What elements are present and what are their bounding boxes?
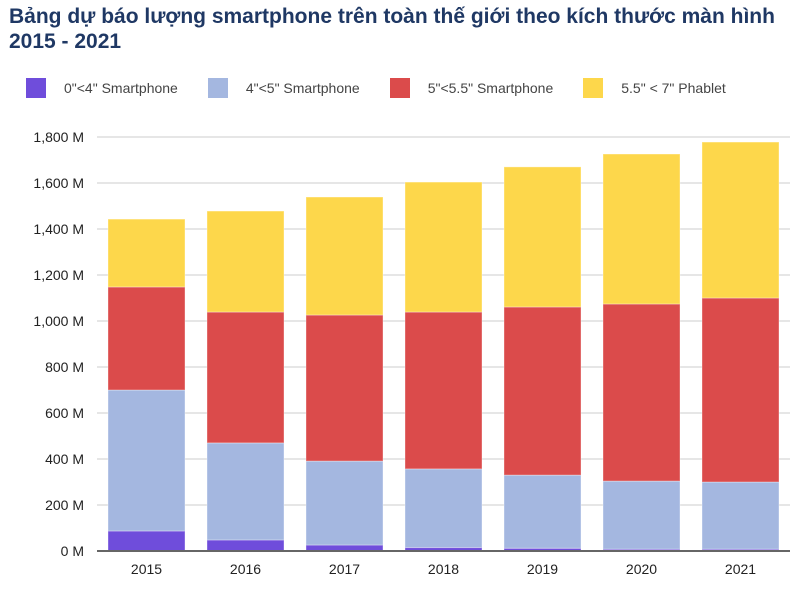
bar-segment: [206, 539, 285, 552]
legend-item: 5.5" < 7" Phablet: [583, 78, 726, 98]
x-tick-label: 2020: [626, 561, 657, 577]
bar-segment: [701, 297, 780, 483]
x-tick-label: 2016: [230, 561, 261, 577]
bar-segment: [206, 442, 285, 541]
bar-segment: [404, 311, 483, 470]
bar-segment: [107, 286, 186, 391]
legend-label: 5"<5.5" Smartphone: [427, 80, 554, 96]
bar-segment: [602, 303, 681, 482]
legend-label: 4"<5" Smartphone: [245, 80, 360, 96]
bar-segment: [404, 181, 483, 313]
legend-label: 0"<4" Smartphone: [64, 80, 178, 96]
x-tick-label: 2019: [527, 561, 558, 577]
y-tick-label: 1,400 M: [33, 221, 84, 237]
x-tick-label: 2021: [725, 561, 756, 577]
y-tick-label: 400 M: [45, 451, 84, 467]
legend-swatch: [389, 78, 410, 98]
legend-label: 5.5" < 7" Phablet: [621, 80, 726, 96]
x-tick-label: 2017: [329, 561, 360, 577]
legend-swatch: [207, 78, 228, 98]
y-tick-label: 200 M: [45, 497, 84, 513]
y-tick-label: 1,200 M: [33, 267, 84, 283]
y-tick-label: 1,000 M: [33, 313, 84, 329]
bar-segment: [602, 480, 681, 550]
bar-segment: [305, 314, 384, 462]
legend-swatch: [583, 78, 604, 98]
y-tick-label: 1,800 M: [33, 129, 84, 145]
legend-item: 0"<4" Smartphone: [26, 78, 178, 98]
y-tick-label: 800 M: [45, 359, 84, 375]
y-tick-label: 600 M: [45, 405, 84, 421]
legend-item: 4"<5" Smartphone: [207, 78, 360, 98]
legend-swatch: [26, 78, 46, 98]
chart-title: Bảng dự báo lượng smartphone trên toàn t…: [9, 5, 775, 53]
bar-segment: [305, 196, 384, 316]
bar-segment: [503, 474, 582, 549]
bar-segment: [206, 311, 285, 444]
bar-segment: [107, 530, 186, 552]
y-tick-label: 1,600 M: [33, 175, 84, 191]
x-tick-label: 2015: [131, 561, 162, 577]
x-tick-label: 2018: [428, 561, 459, 577]
bar-segment: [503, 166, 582, 308]
bar-segment: [503, 306, 582, 476]
legend-item: 5"<5.5" Smartphone: [389, 78, 554, 98]
bar-segment: [404, 468, 483, 549]
bar-segment: [206, 210, 285, 313]
bar-segment: [701, 141, 780, 299]
bar-segment: [602, 153, 681, 305]
bar-segment: [701, 481, 780, 550]
bar-segment: [107, 389, 186, 532]
legend: 0"<4" Smartphone 4"<5" Smartphone 5"<5.5" …: [26, 78, 756, 98]
bar-segment: [305, 460, 384, 546]
y-tick-label: 0 M: [61, 543, 84, 559]
bar-segment: [107, 218, 186, 288]
